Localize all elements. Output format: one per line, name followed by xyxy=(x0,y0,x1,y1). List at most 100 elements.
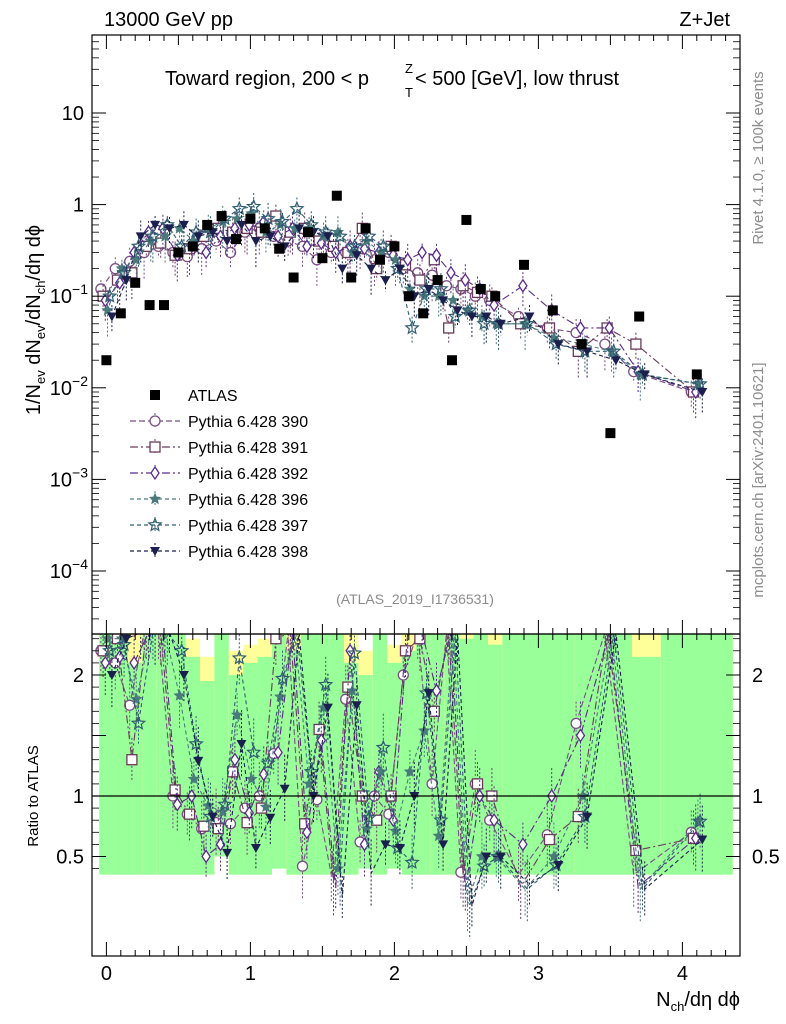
series-point xyxy=(431,248,442,263)
legend-marker xyxy=(147,516,163,532)
ratio-point xyxy=(431,683,442,698)
axis-ticks: 10 1 10−1 10−2 10−3 10−4 0 1 2 3 4 2 1 0.5 2 1 0.5 xyxy=(50,35,780,985)
ratio-point xyxy=(245,744,262,759)
band-green-bin xyxy=(502,634,532,875)
series-point xyxy=(438,296,449,306)
ratio-point xyxy=(432,829,445,842)
ratio-point xyxy=(260,755,276,770)
series-point xyxy=(697,387,708,397)
band-green-bin xyxy=(372,634,388,875)
ratio-line xyxy=(109,634,701,906)
series-point xyxy=(394,264,405,274)
ratio-point xyxy=(265,813,276,823)
ratio-point xyxy=(428,705,440,717)
ylabel-part3: /dN xyxy=(23,294,45,325)
series-point xyxy=(274,218,287,231)
series-point xyxy=(173,221,186,234)
ratio-y-tick-label: 1 xyxy=(73,786,84,808)
ratio-point xyxy=(207,812,218,822)
series-point xyxy=(582,347,593,357)
series-point xyxy=(446,265,456,280)
legend-marker xyxy=(150,465,160,481)
ratio-point xyxy=(404,854,420,870)
ylabel-sub3: ch xyxy=(33,281,48,295)
ratio-point xyxy=(270,634,282,645)
ratio-point xyxy=(476,858,492,873)
series-point xyxy=(606,343,622,358)
series-point xyxy=(481,312,492,322)
ratio-point xyxy=(274,670,291,686)
series-atlas xyxy=(101,190,702,439)
atlas-point xyxy=(519,259,529,270)
ratio-point xyxy=(231,650,247,665)
legend-entry: ATLAS xyxy=(150,388,238,405)
band-green-bin xyxy=(128,662,143,875)
series-point xyxy=(543,322,556,334)
ratio-series-pythia-6.428-392 xyxy=(100,634,701,915)
main-y-axis-label: 1/Nev dNev/dNch/dη dϕ xyxy=(23,225,48,415)
ratio-point xyxy=(187,772,201,785)
band-green-bin xyxy=(574,634,604,875)
atlas-point xyxy=(360,223,371,234)
series-point xyxy=(366,264,377,274)
atlas-point xyxy=(202,219,213,230)
ratio-point xyxy=(174,642,190,658)
atlas-point xyxy=(691,369,702,380)
ratio-point xyxy=(236,739,247,749)
ratio-point xyxy=(173,689,186,701)
ratio-point xyxy=(518,837,528,852)
ratio-point xyxy=(172,797,183,812)
series-point xyxy=(193,232,204,242)
ratio-point xyxy=(394,844,405,854)
atlas-point xyxy=(418,308,429,319)
atlas-point xyxy=(576,339,587,350)
band-green-bin xyxy=(401,650,416,875)
ratio-point xyxy=(193,756,204,766)
legend: ATLAS Pythia 6.428 390 Pythia 6.428 391 Pyt… xyxy=(130,388,308,561)
series-point xyxy=(158,229,172,242)
xlabel-sub: ch xyxy=(671,999,685,1014)
legend-entry: Pythia 6.428 392 xyxy=(130,465,308,483)
atlas-point xyxy=(375,254,385,265)
ratio-line xyxy=(111,634,703,907)
series-point xyxy=(518,317,532,329)
series-point xyxy=(630,338,642,350)
ratio-y-tick-label-right: 1 xyxy=(752,786,763,808)
ratio-point xyxy=(351,701,362,711)
atlas-point xyxy=(231,234,241,245)
ratio-point xyxy=(361,809,377,825)
atlas-point xyxy=(331,190,342,201)
band-green-bin xyxy=(142,634,157,875)
y-tick-label: 10−1 xyxy=(50,281,88,308)
series-line xyxy=(100,227,692,393)
ratio-point xyxy=(543,833,556,846)
series-point xyxy=(639,370,650,380)
ratio-point xyxy=(322,703,333,713)
series-point xyxy=(346,238,363,253)
ratio-point xyxy=(126,754,138,766)
ratio-point xyxy=(116,636,132,652)
ratio-point xyxy=(346,645,363,660)
series-point xyxy=(404,319,420,335)
atlas-point xyxy=(403,291,414,302)
ylabel-sub1: ev xyxy=(33,370,48,384)
ratio-point xyxy=(216,805,229,817)
ratio-point xyxy=(360,822,373,834)
atlas-point xyxy=(259,223,270,234)
ratio-point xyxy=(130,715,147,730)
legend-entry: Pythia 6.428 390 xyxy=(130,413,308,431)
ratio-point xyxy=(244,805,255,821)
series-point xyxy=(250,237,261,247)
series-point xyxy=(130,253,143,265)
series-point xyxy=(201,245,211,260)
atlas-point xyxy=(605,428,616,439)
plot-title-sup: Z xyxy=(405,61,413,76)
ratio-point xyxy=(547,850,561,862)
ratio-point xyxy=(582,812,593,822)
ratio-y-tick-label-right: 0.5 xyxy=(752,847,780,869)
ratio-y-tick-label: 2 xyxy=(73,665,84,687)
series-point xyxy=(155,237,167,249)
legend-label: Pythia 6.428 392 xyxy=(188,466,308,483)
legend-entry: Pythia 6.428 391 xyxy=(130,439,308,457)
